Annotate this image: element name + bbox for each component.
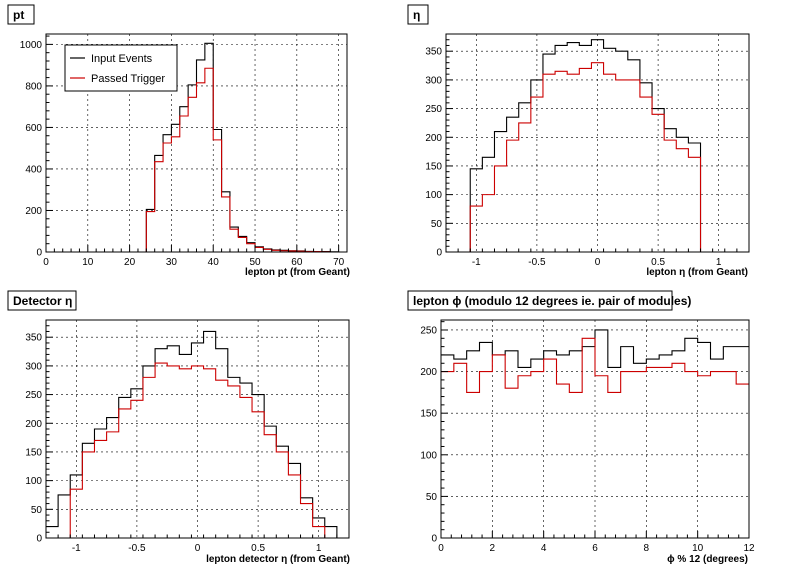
chart-panel-3: lepton ϕ (modulo 12 degrees ie. pair of … [407, 290, 755, 565]
x-tick-label: -0.5 [128, 543, 146, 554]
y-tick-label: 150 [425, 161, 442, 172]
y-tick-label: 250 [25, 390, 42, 401]
y-tick-label: 1000 [20, 40, 43, 51]
y-tick-label: 100 [425, 190, 442, 201]
y-tick-label: 150 [25, 447, 42, 458]
x-tick-label: 4 [541, 543, 547, 554]
legend-box [64, 44, 178, 92]
legend-entry: Input Events [91, 53, 153, 65]
y-tick-label: 250 [420, 325, 437, 336]
y-tick-label: 150 [420, 409, 437, 420]
x-axis-label: lepton η (from Geant) [646, 267, 748, 278]
x-tick-label: 70 [333, 257, 345, 268]
y-tick-label: 250 [425, 104, 442, 115]
x-tick-label: 10 [692, 543, 704, 554]
series-passed-trigger [46, 67, 347, 253]
x-tick-label: 0 [438, 543, 444, 554]
x-tick-label: 1 [316, 543, 322, 554]
y-tick-label: 800 [25, 81, 42, 92]
y-tick-label: 0 [431, 534, 437, 545]
y-tick-label: 350 [25, 333, 42, 344]
y-tick-label: 200 [25, 419, 42, 430]
chart-panel-2: Detector η -1 -0.5 0 0.5 1 0 50 100 150 200 250 300 3… [7, 290, 350, 565]
chart-title: Detector η [13, 294, 72, 308]
title-box [7, 290, 77, 311]
y-tick-label: 50 [31, 505, 43, 516]
x-tick-label: 60 [291, 257, 303, 268]
y-tick-label: 200 [425, 133, 442, 144]
x-tick-label: 2 [490, 543, 496, 554]
x-tick-label: 0 [43, 257, 49, 268]
y-tick-label: 100 [25, 476, 42, 487]
y-tick-label: 0 [436, 248, 442, 259]
title-box [407, 290, 673, 311]
chart-title: pt [13, 8, 24, 22]
y-tick-label: 0 [36, 248, 42, 259]
chart-title: lepton ϕ (modulo 12 degrees ie. pair of … [413, 294, 691, 308]
x-tick-label: -0.5 [528, 257, 546, 268]
x-tick-label: -1 [472, 257, 481, 268]
legend: Input Events Passed Trigger [64, 44, 178, 92]
y-tick-label: 600 [25, 123, 42, 134]
x-tick-label: 8 [644, 543, 650, 554]
chart-panel-1: η -1 -0.5 0 0.5 1 0 50 100 150 200 250 300 350 lepton … [407, 4, 750, 278]
series-passed-trigger [46, 362, 349, 539]
x-tick-label: 10 [82, 257, 94, 268]
x-tick-label: 40 [208, 257, 220, 268]
x-tick-label: 20 [124, 257, 136, 268]
x-tick-label: 0 [595, 257, 601, 268]
y-tick-label: 50 [426, 492, 438, 503]
title-box [407, 4, 429, 25]
y-tick-label: 350 [425, 47, 442, 58]
x-axis-label: lepton pt (from Geant) [245, 267, 350, 278]
chart-panel-0: pt 0 10 20 30 40 50 60 70 0 200 400 600 800 1000 lepton… [7, 4, 350, 278]
x-tick-label: -1 [72, 543, 81, 554]
x-axis-label: ϕ % 12 (degrees) [667, 554, 748, 565]
series-passed-trigger [441, 337, 749, 393]
series-passed-trigger [446, 62, 749, 253]
x-tick-label: 0 [195, 543, 201, 554]
x-axis-label: lepton detector η (from Geant) [206, 554, 350, 565]
y-tick-label: 200 [420, 367, 437, 378]
x-tick-label: 1 [716, 257, 722, 268]
y-tick-label: 300 [25, 361, 42, 372]
x-tick-label: 30 [166, 257, 178, 268]
y-tick-label: 100 [420, 450, 437, 461]
grid [46, 320, 349, 539]
x-tick-label: 0.5 [251, 543, 265, 554]
x-tick-label: 12 [743, 543, 755, 554]
x-tick-label: 50 [249, 257, 261, 268]
y-tick-label: 200 [25, 206, 42, 217]
grid [446, 34, 749, 253]
series-input-events [446, 39, 749, 253]
y-tick-label: 0 [36, 534, 42, 545]
legend-entry: Passed Trigger [91, 73, 165, 85]
y-tick-label: 300 [425, 75, 442, 86]
series-input-events [46, 330, 349, 539]
x-tick-label: 0.5 [651, 257, 665, 268]
y-tick-label: 50 [431, 219, 443, 230]
x-tick-label: 6 [592, 543, 598, 554]
title-box [7, 4, 35, 25]
y-tick-label: 400 [25, 164, 42, 175]
chart-title: η [413, 8, 420, 22]
